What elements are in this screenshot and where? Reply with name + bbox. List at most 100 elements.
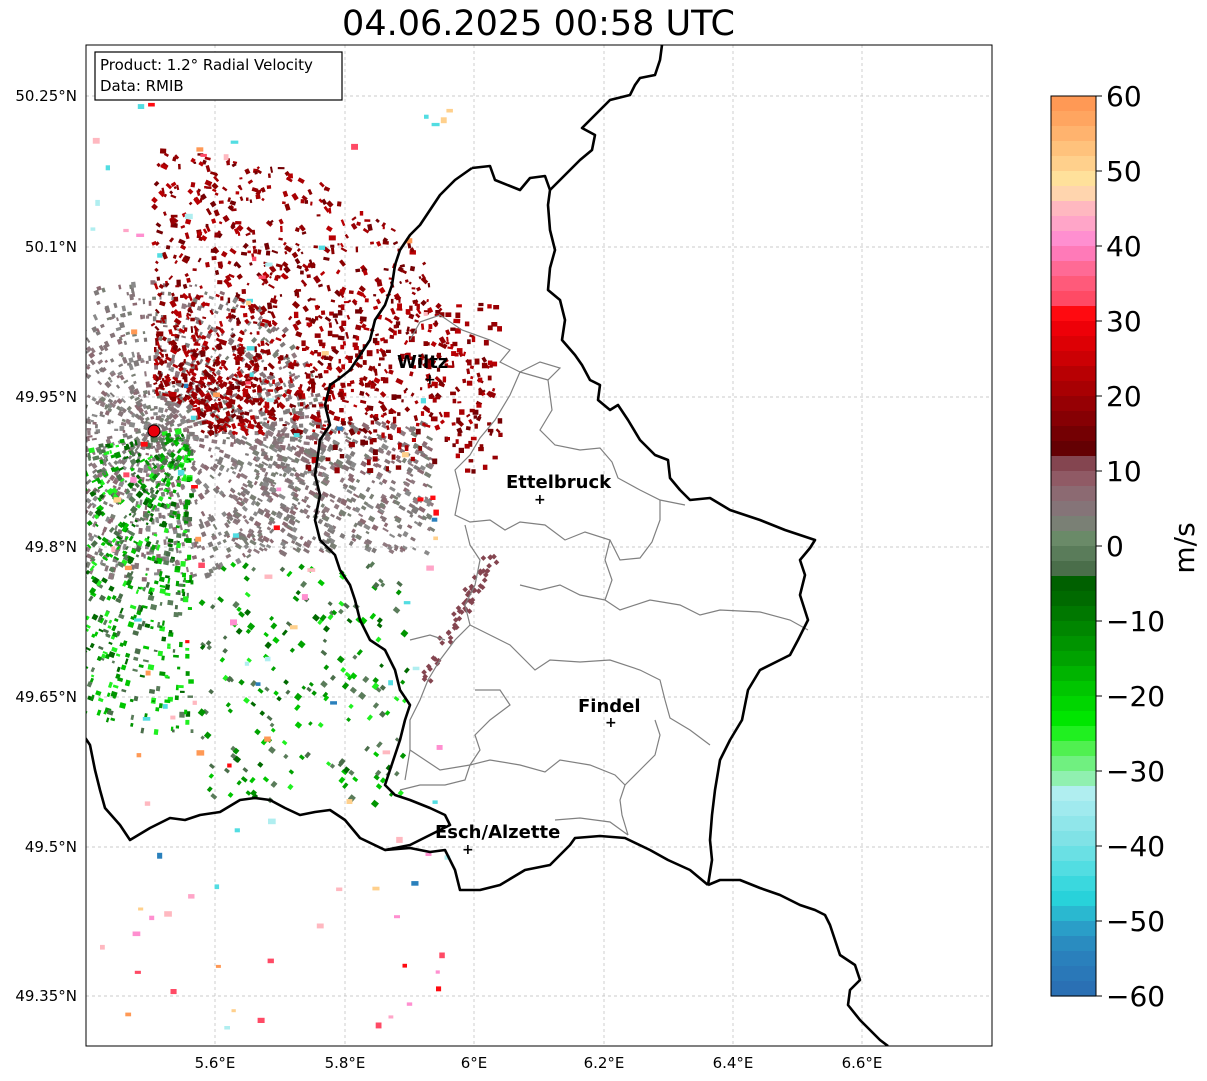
colorbar-band — [1051, 666, 1096, 682]
echo-pixel — [215, 964, 221, 968]
echo-pixel — [142, 717, 151, 721]
echo-pixel — [242, 496, 249, 504]
echo-pixel — [321, 538, 329, 545]
echo-pixel — [63, 375, 69, 381]
echo-pixel — [363, 435, 368, 439]
echo-pixel — [217, 280, 223, 285]
echo-pixel — [301, 498, 307, 504]
echo-pixel — [42, 415, 46, 418]
echo-pixel — [323, 370, 329, 374]
echo-pixel — [161, 427, 166, 432]
echo-pixel — [254, 346, 257, 353]
echo-pixel — [43, 502, 48, 507]
echo-pixel — [231, 470, 237, 475]
echo-pixel — [49, 456, 55, 462]
echo-pixel — [106, 316, 112, 321]
echo-pixel — [225, 553, 232, 559]
echo-pixel — [142, 403, 148, 410]
echo-pixel — [65, 490, 69, 494]
colorbar-band — [1051, 126, 1096, 142]
info-data-source: Data: RMIB — [100, 77, 184, 95]
echo-pixel — [127, 455, 133, 460]
echo-pixel — [266, 526, 272, 531]
echo-pixel — [100, 396, 106, 402]
echo-pixel — [487, 360, 493, 365]
echo-pixel — [306, 274, 311, 279]
lon-tick: 6.4°E — [713, 1054, 754, 1072]
echo-pixel — [465, 426, 471, 431]
echo-pixel — [236, 500, 244, 507]
echo-pixel — [257, 529, 263, 535]
echo-pixel — [266, 429, 275, 438]
echo-pixel — [75, 504, 81, 510]
echo-pixel — [92, 421, 97, 425]
echo-pixel — [258, 325, 263, 330]
echo-pixel — [328, 235, 336, 241]
echo-pixel — [192, 297, 197, 304]
lat-tick: 49.5°N — [25, 838, 77, 856]
echo-pixel — [266, 391, 271, 397]
echo-pixel — [227, 429, 236, 437]
echo-pixel — [424, 455, 431, 461]
echo-pixel — [37, 369, 43, 374]
echo-pixel — [100, 944, 105, 950]
echo-pixel — [258, 463, 264, 470]
echo-pixel — [419, 387, 423, 391]
echo-pixel — [177, 666, 181, 670]
echo-pixel — [102, 344, 109, 352]
echo-pixel — [156, 320, 162, 323]
echo-pixel — [492, 455, 498, 460]
echo-pixel — [88, 533, 93, 538]
echo-pixel — [235, 191, 240, 195]
echo-pixel — [160, 413, 166, 419]
echo-pixel — [347, 383, 352, 387]
echo-pixel — [99, 559, 104, 565]
echo-pixel — [150, 280, 156, 285]
echo-pixel — [145, 452, 150, 456]
echo-pixel — [361, 422, 370, 430]
echo-pixel — [197, 469, 203, 476]
echo-pixel — [348, 290, 354, 295]
echo-pixel — [127, 311, 133, 316]
echo-pixel — [287, 315, 293, 321]
echo-pixel — [170, 366, 175, 373]
echo-pixel — [294, 519, 301, 524]
echo-pixel — [37, 501, 44, 508]
echo-pixel — [294, 485, 302, 492]
echo-pixel — [268, 382, 274, 388]
echo-pixel — [86, 365, 91, 370]
echo-pixel — [257, 315, 263, 321]
echo-pixel — [348, 484, 355, 490]
echo-pixel — [401, 452, 409, 458]
echo-pixel — [231, 537, 236, 543]
echo-pixel — [288, 518, 296, 526]
echo-pixel — [266, 398, 275, 403]
echo-pixel — [246, 479, 253, 485]
echo-pixel — [328, 525, 335, 532]
echo-pixel — [66, 309, 71, 315]
echo-pixel — [76, 425, 80, 427]
echo-pixel — [364, 219, 371, 222]
echo-pixel — [393, 324, 398, 329]
echo-pixel — [68, 529, 75, 536]
echo-pixel — [397, 533, 403, 538]
echo-pixel — [71, 301, 76, 307]
colorbar-band — [1051, 786, 1096, 802]
echo-pixel — [151, 203, 158, 211]
map-title: 04.06.2025 00:58 UTC — [342, 4, 735, 44]
echo-pixel — [290, 491, 295, 497]
echo-pixel — [277, 430, 281, 434]
echo-pixel — [100, 366, 107, 373]
echo-pixel — [420, 398, 426, 404]
echo-pixel — [232, 519, 239, 526]
echo-pixel — [48, 489, 53, 494]
echo-pixel — [254, 500, 261, 507]
echo-pixel — [278, 366, 283, 371]
echo-pixel — [142, 393, 147, 398]
echo-pixel — [37, 356, 43, 363]
echo-pixel — [255, 455, 261, 462]
echo-pixel — [245, 441, 252, 447]
echo-pixel — [295, 345, 300, 351]
colorbar-tick-label: −40 — [1106, 830, 1165, 863]
echo-pixel — [200, 153, 207, 157]
